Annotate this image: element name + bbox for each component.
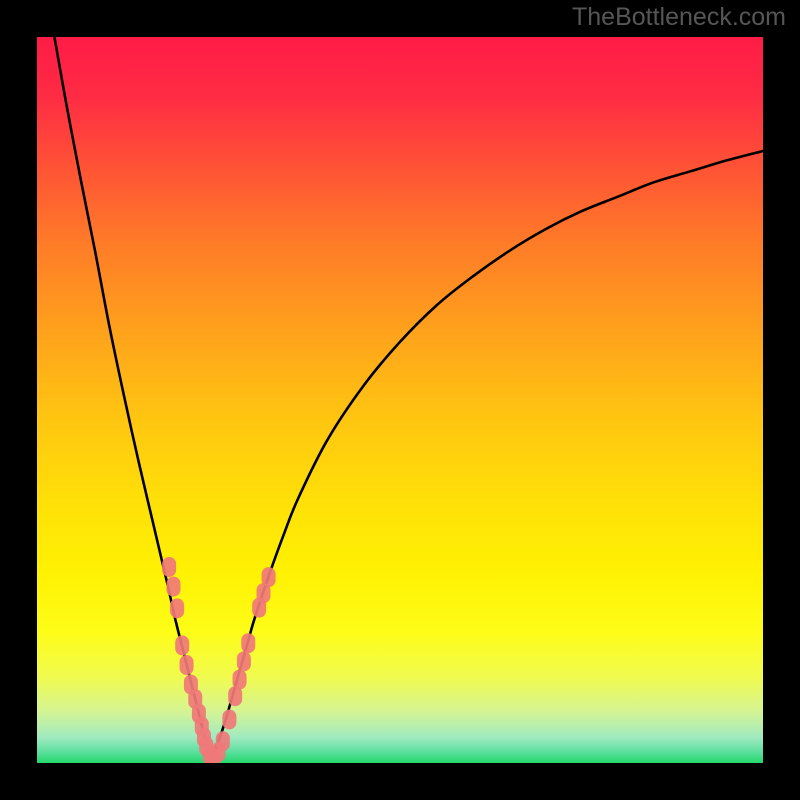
data-marker: [162, 557, 176, 577]
data-marker: [241, 633, 255, 653]
data-marker: [216, 731, 230, 751]
data-marker: [233, 670, 247, 690]
data-marker: [170, 598, 184, 618]
data-marker: [175, 635, 189, 655]
gradient-background: [37, 37, 763, 763]
data-marker: [222, 709, 236, 729]
data-marker: [180, 655, 194, 675]
plot-svg: [37, 37, 763, 763]
chart-container: TheBottleneck.com: [0, 0, 800, 800]
plot-area: [37, 37, 763, 763]
data-marker: [166, 577, 180, 597]
data-marker: [262, 567, 276, 587]
data-marker: [237, 651, 251, 671]
watermark-label: TheBottleneck.com: [572, 3, 786, 32]
